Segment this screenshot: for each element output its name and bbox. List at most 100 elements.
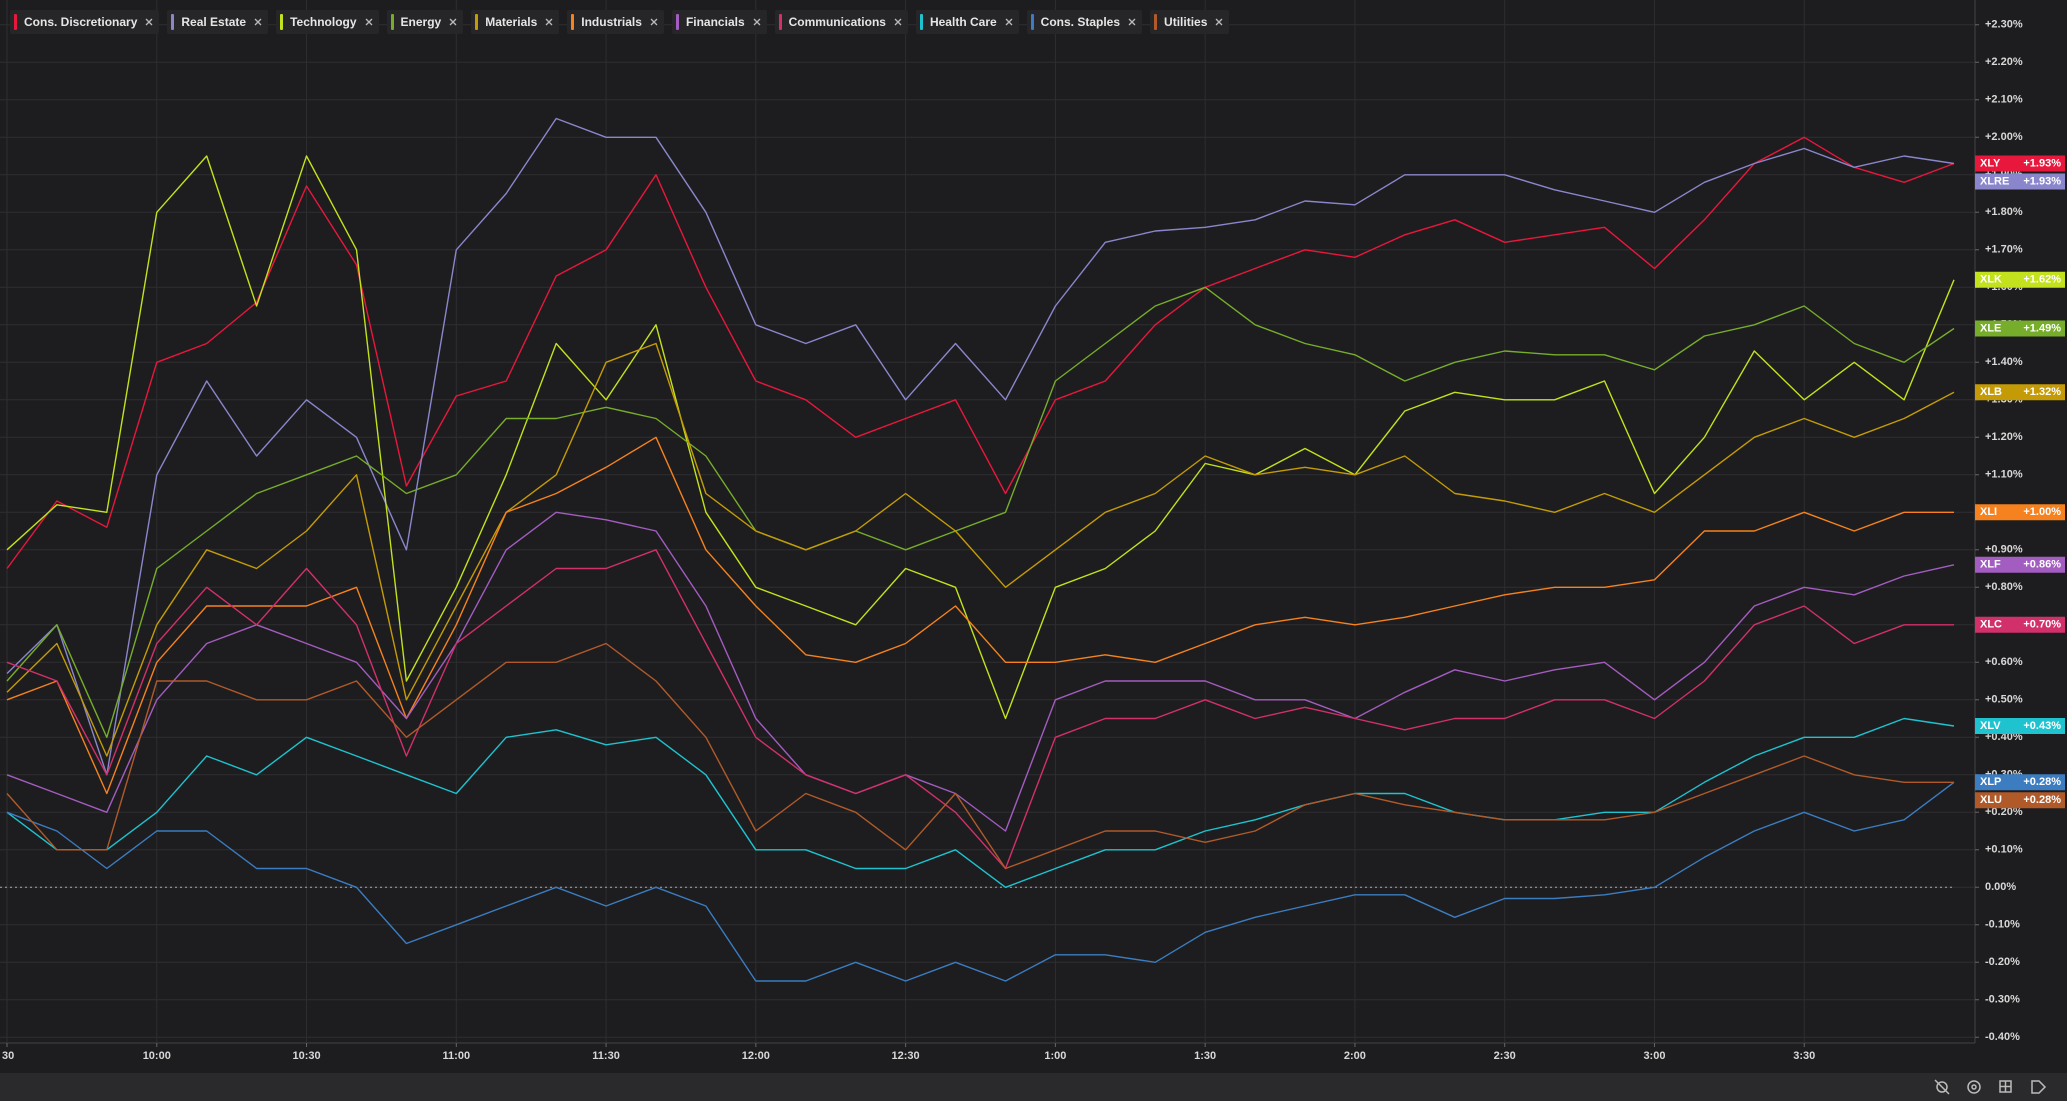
end-tag: XLV +0.43% [1975,718,2065,734]
series-line [6,342,1955,757]
end-tag: XLI +1.00% [1975,504,2065,521]
legend-close[interactable] [365,18,373,26]
end-tag-ticker: XLU [1980,794,2002,806]
legend-close[interactable] [545,18,553,26]
legend-item[interactable]: Technology [276,10,379,34]
legend-item[interactable]: Cons. Discretionary [10,10,160,34]
y-tick-label: +2.00% [1985,131,2023,143]
legend-swatch [1154,14,1158,30]
x-tick-label: 10:30 [292,1050,320,1062]
legend-label: Energy [400,15,442,29]
end-tag-value: +1.32% [2023,386,2061,398]
end-tag: XLF +0.86% [1975,556,2065,573]
x-tick-label: 2:00 [1344,1050,1366,1062]
end-tag: XLE +1.49% [1975,320,2065,337]
series-line [6,117,1955,776]
end-tag: XLK +1.62% [1975,271,2065,288]
y-tick-label: +0.90% [1985,544,2023,556]
end-tag-ticker: XLI [1980,506,1997,518]
legend-label: Materials [485,15,538,29]
series-line [6,136,1955,569]
end-tag-ticker: XLF [1980,559,2001,571]
end-tag-background [1975,173,2065,190]
legend-label: Industrials [581,15,642,29]
legend-swatch [475,14,479,30]
y-tick-label: -0.30% [1985,994,2020,1006]
legend-swatch [280,14,284,30]
legend-label: Health Care [929,15,997,29]
legend-close[interactable] [1005,18,1013,26]
end-tag: XLY +1.93% [1975,155,2065,172]
end-tag-value: +1.62% [2023,274,2061,286]
legend-label: Technology [290,15,357,29]
end-tag-ticker: XLB [1980,386,2002,398]
legend-close[interactable] [145,18,153,26]
legend-item[interactable]: Materials [471,10,560,34]
zoom-icon[interactable] [1967,1080,1981,1094]
end-tag-value: +0.70% [2023,619,2061,631]
x-tick-label: 10:00 [143,1050,171,1062]
y-tick-label: +0.50% [1985,694,2023,706]
series-line [6,286,1955,738]
grid-icon[interactable] [1999,1080,2012,1093]
end-tag-background [1975,320,2065,337]
y-tick-label: +1.20% [1985,431,2023,443]
legend-close[interactable] [254,18,262,26]
x-tick-label: 11:00 [443,1050,471,1062]
legend-item[interactable]: Energy [386,10,464,34]
y-tick-label: +1.40% [1985,356,2023,368]
end-tag-value: +0.43% [2023,720,2061,732]
legend-swatch [778,14,782,30]
y-tick-label: -0.10% [1985,919,2020,931]
y-tick-label: +0.40% [1985,731,2023,743]
x-tick-label: 3:30 [1793,1050,1815,1062]
legend-label: Utilities [1164,15,1208,29]
legend-close[interactable] [894,18,902,26]
legend-item[interactable]: Industrials [567,10,664,34]
y-tick-label: +0.10% [1985,844,2023,856]
legend-item[interactable]: Cons. Staples [1026,10,1143,34]
legend-close[interactable] [449,18,457,26]
legend-close[interactable] [1215,18,1223,26]
end-tag-value: +1.93% [2023,175,2061,187]
legend-close[interactable] [1128,18,1136,26]
end-tag: XLP +0.28% [1975,774,2065,791]
end-tag-background [1975,504,2065,521]
end-tag-ticker: XLRE [1980,175,2009,187]
series-line [6,781,1955,982]
x-tick-label: 2:30 [1494,1050,1516,1062]
series-line [6,549,1954,870]
legend-item[interactable]: Utilities [1150,10,1230,34]
x-tick-label: 12:30 [892,1050,920,1062]
legend-item[interactable]: Real Estate [167,10,269,34]
x-tick-label: 11:30 [592,1050,620,1062]
legend-swatch [14,14,17,30]
series-line [6,717,1955,888]
legend-item[interactable]: Financials [671,10,767,34]
end-tag-ticker: XLE [1980,322,2001,334]
tag-icon[interactable] [2031,1080,2047,1094]
end-tag: XLU +0.28% [1975,792,2065,809]
y-tick-label: +1.10% [1985,469,2023,481]
end-tag: XLB +1.32% [1975,384,2065,401]
end-tag-value: +0.86% [2023,559,2061,571]
y-tick-label: -0.40% [1985,1031,2020,1043]
hide-icon[interactable] [1934,1079,1950,1095]
y-tick-label: +1.80% [1985,206,2023,218]
chart-background [0,0,2067,1073]
end-tag-ticker: XLP [1980,776,2001,788]
legend-item[interactable]: Communications [774,10,908,34]
y-tick-label: +2.10% [1985,94,2023,106]
x-tick-label: 1:00 [1044,1050,1066,1062]
legend-swatch [675,14,679,30]
end-tag-ticker: XLC [1980,619,2002,631]
end-tag-value: +1.93% [2023,157,2061,169]
series-line [6,511,1955,832]
legend-label: Cons. Discretionary [24,15,138,29]
end-tag-value: +0.28% [2023,776,2061,788]
end-tag-background [1975,556,2065,573]
legend-item[interactable]: Health Care [915,10,1019,34]
y-tick-label: 0.00% [1985,881,2016,893]
legend-close[interactable] [753,18,761,26]
legend-close[interactable] [650,18,658,26]
